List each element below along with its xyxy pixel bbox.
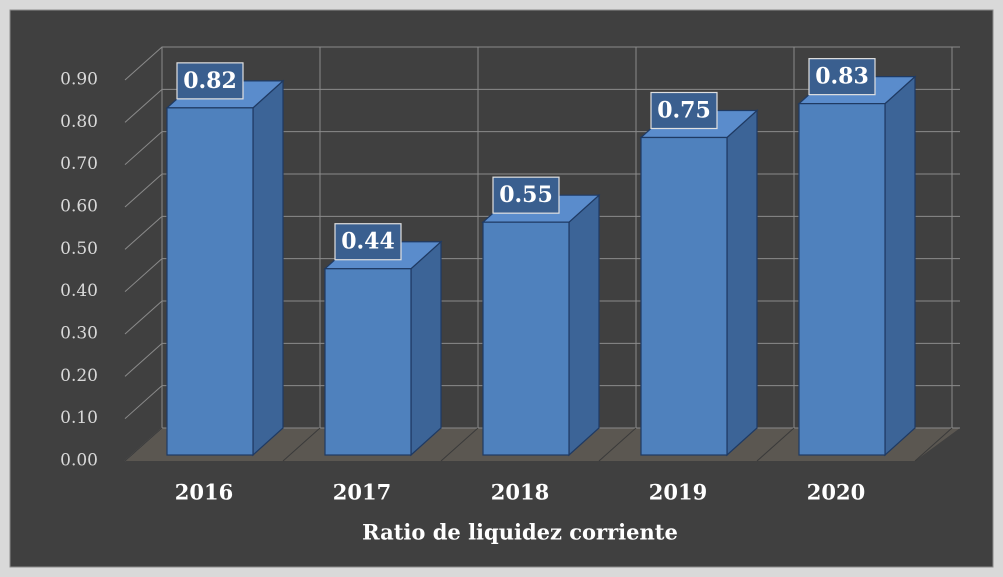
- x-tick-label: 2018: [491, 480, 549, 505]
- bar-side: [410, 240, 442, 457]
- y-tick-label: 0.90: [60, 70, 98, 90]
- floor-line: [914, 427, 953, 462]
- floor-line: [598, 427, 637, 462]
- floor-line: [756, 427, 795, 462]
- y-tick-label: 0.00: [60, 451, 98, 471]
- y-tick-label: 0.20: [60, 366, 98, 386]
- value-label-box: [650, 91, 718, 130]
- value-label: 0.55: [499, 182, 553, 208]
- value-label-box: [176, 62, 244, 100]
- bar: [798, 103, 886, 456]
- bar: [482, 221, 570, 456]
- y-tick-label: 0.50: [60, 239, 98, 259]
- y-tick-label: 0.40: [60, 281, 98, 301]
- y-tick-label: 0.10: [60, 408, 98, 428]
- bars: 0.82 0.44 0.55 0.75 0.83: [165, 58, 917, 457]
- bar: [640, 136, 728, 456]
- x-tick-label: 2016: [175, 480, 233, 505]
- y-tick-label: 0.80: [60, 112, 98, 132]
- y-tick-label: 0.60: [60, 197, 98, 217]
- value-label: 0.82: [183, 68, 237, 94]
- value-label: 0.75: [657, 98, 711, 124]
- floor-line: [440, 427, 479, 462]
- bar-side: [252, 79, 284, 457]
- bar: [324, 268, 412, 456]
- value-label-box: [492, 176, 560, 214]
- floor-line: [124, 427, 163, 462]
- y-tick-label: 0.70: [60, 154, 98, 174]
- bar-side: [726, 109, 758, 457]
- x-tick-label: 2017: [333, 480, 391, 505]
- bar-side: [884, 75, 916, 457]
- bar: [166, 107, 254, 456]
- bar-side: [568, 193, 600, 457]
- floor-line: [282, 427, 321, 462]
- x-tick-label: 2019: [649, 480, 707, 505]
- value-label-box: [808, 58, 876, 96]
- value-label: 0.44: [341, 229, 395, 255]
- x-tick-label: 2020: [807, 480, 865, 505]
- x-axis-title: Ratio de liquidez corriente: [362, 520, 678, 545]
- value-label-box: [334, 223, 402, 261]
- value-label: 0.83: [815, 64, 869, 90]
- y-tick-label: 0.30: [60, 324, 98, 344]
